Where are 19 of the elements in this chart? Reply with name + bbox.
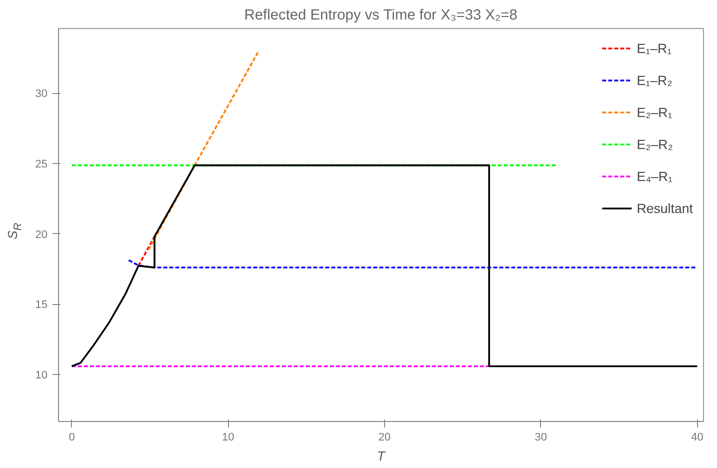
legend-label: Resultant bbox=[636, 200, 693, 216]
y-tick-label: 15 bbox=[35, 299, 48, 312]
legend-label: E₁–R₂ bbox=[636, 72, 672, 88]
legend-label: E₂–R₁ bbox=[636, 104, 672, 120]
y-tick-label: 30 bbox=[35, 88, 48, 100]
x-tick-label: 0 bbox=[68, 432, 75, 444]
legend-label: E₁–R₁ bbox=[636, 40, 672, 56]
x-tick-label: 20 bbox=[378, 432, 391, 444]
chart-title: Reflected Entropy vs Time for X₃=33 X₂=8 bbox=[244, 8, 518, 24]
x-tick-label: 40 bbox=[691, 432, 704, 444]
x-tick-label: 30 bbox=[534, 432, 548, 444]
y-tick-label: 20 bbox=[35, 228, 48, 241]
x-tick-label: 10 bbox=[222, 432, 234, 444]
x-axis-title: T bbox=[377, 448, 386, 464]
legend-label: E₄–R₁ bbox=[636, 168, 673, 184]
line-series bbox=[70, 164, 698, 368]
y-tick-label: 25 bbox=[35, 158, 48, 170]
legend-label: E₂–R₂ bbox=[636, 136, 673, 152]
y-tick-label: 10 bbox=[35, 369, 48, 382]
